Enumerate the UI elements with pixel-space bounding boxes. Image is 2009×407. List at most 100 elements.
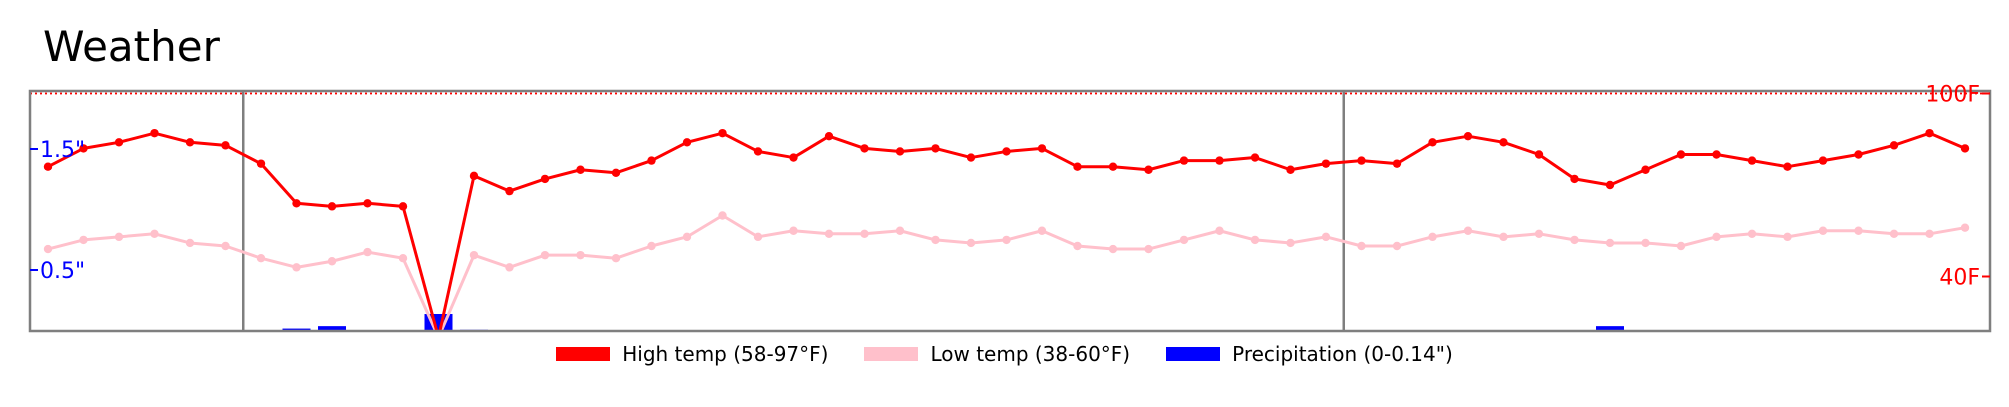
- low-temp-point: [185, 238, 195, 248]
- high-temp-point: [1534, 150, 1544, 159]
- high-temp-point: [1357, 156, 1366, 165]
- low-temp-point: [753, 232, 763, 242]
- low-temp-point: [43, 244, 53, 254]
- chart-legend: High temp (58-97°F) Low temp (38-60°F) P…: [0, 342, 2009, 366]
- high-temp-point: [1321, 159, 1331, 168]
- legend-swatch-low: [864, 347, 919, 361]
- low-temp-point: [1463, 226, 1473, 235]
- high-temp-point: [1108, 162, 1118, 171]
- low-temp-point: [1215, 226, 1224, 235]
- high-temp-point: [1641, 165, 1650, 174]
- low-temp-point: [1357, 241, 1366, 251]
- legend-item-low: Low temp (38-60°F): [864, 342, 1130, 366]
- high-temp-point: [79, 144, 88, 153]
- high-temp-point: [1144, 165, 1153, 174]
- high-temp-point: [327, 202, 337, 211]
- high-temp-point: [505, 186, 514, 196]
- high-temp-point: [1499, 138, 1508, 147]
- chart-title: Weather: [43, 22, 220, 71]
- high-temp-point: [860, 144, 869, 153]
- high-temp-point: [1854, 150, 1863, 159]
- high-temp-point: [185, 138, 195, 147]
- high-temp-point: [647, 156, 656, 165]
- low-temp-point: [718, 211, 727, 220]
- low-temp-point: [647, 241, 656, 251]
- low-temp-point: [256, 254, 266, 263]
- low-temp-point: [1144, 244, 1153, 254]
- low-temp-point: [576, 250, 585, 260]
- low-temp-point: [1073, 241, 1082, 251]
- high-temp-point: [576, 165, 585, 174]
- high-temp-point: [1925, 128, 1934, 138]
- high-temp-point: [682, 138, 692, 147]
- legend-label-low: Low temp (38-60°F): [930, 342, 1131, 366]
- high-temp-point: [150, 128, 159, 138]
- low-temp-point: [434, 333, 442, 341]
- high-temp-point: [1712, 150, 1721, 159]
- low-temp-point: [789, 226, 798, 235]
- high-temp-point: [1037, 144, 1047, 153]
- low-temp-point: [1889, 229, 1899, 238]
- low-temp-point: [221, 241, 230, 251]
- high-temp-point: [469, 171, 479, 181]
- low-temp-point: [1002, 235, 1011, 245]
- low-temp-point: [1747, 229, 1757, 238]
- high-temp-point: [966, 153, 976, 162]
- low-temp-point: [1570, 235, 1579, 245]
- high-temp-point: [895, 147, 905, 156]
- legend-item-precip: Precipitation (0-0.14"): [1166, 342, 1453, 366]
- high-temp-point: [1215, 156, 1224, 165]
- low-temp-point: [1641, 238, 1650, 248]
- high-temp-line: [47, 131, 1966, 331]
- low-temp-point: [1818, 226, 1828, 235]
- low-temp-point: [1037, 226, 1047, 235]
- low-temp-point: [966, 238, 976, 248]
- low-temp-point: [931, 235, 940, 245]
- precip-tick-label: 0.5": [40, 259, 85, 284]
- temp-tick-label: 100F: [1925, 83, 1980, 108]
- high-temp-point: [1002, 147, 1011, 156]
- low-temp-point: [114, 232, 124, 242]
- low-temp-point: [1925, 229, 1934, 238]
- low-temp-point: [1499, 232, 1508, 242]
- low-temp-point: [611, 254, 621, 263]
- low-temp-point: [505, 263, 514, 272]
- low-temp-point: [1428, 232, 1437, 242]
- legend-label-precip: Precipitation (0-0.14"): [1232, 342, 1453, 366]
- high-temp-point: [540, 174, 550, 184]
- low-temp-point: [1676, 241, 1686, 251]
- low-temp-point: [1534, 229, 1544, 238]
- low-temp-point: [1179, 235, 1189, 245]
- high-temp-point: [789, 153, 798, 162]
- precip-bar: [1596, 326, 1624, 331]
- high-temp-point: [43, 162, 53, 171]
- high-temp-point: [1250, 153, 1260, 162]
- low-temp-point: [363, 247, 372, 257]
- high-temp-point: [1605, 180, 1615, 190]
- low-temp-point: [895, 226, 905, 235]
- high-temp-point: [398, 202, 408, 211]
- high-temp-point: [221, 141, 230, 150]
- legend-swatch-high: [556, 347, 611, 361]
- low-temp-point: [1783, 232, 1792, 242]
- low-temp-point: [398, 254, 408, 263]
- low-temp-point: [540, 250, 550, 260]
- high-temp-point: [1889, 141, 1899, 150]
- high-temp-point: [1392, 159, 1402, 168]
- low-temp-point: [1712, 232, 1721, 242]
- high-temp-point: [611, 168, 621, 177]
- low-temp-point: [292, 263, 301, 272]
- high-temp-point: [718, 128, 727, 138]
- high-temp-point: [753, 147, 763, 156]
- high-temp-point: [1570, 174, 1579, 184]
- low-temp-point: [1250, 235, 1260, 245]
- legend-label-high: High temp (58-97°F): [622, 342, 829, 366]
- high-temp-point: [1818, 156, 1828, 165]
- precip-tick-label: 1.5": [40, 138, 85, 163]
- high-temp-point: [1286, 165, 1295, 174]
- high-temp-point: [363, 199, 372, 208]
- low-temp-point: [1960, 223, 1970, 232]
- low-temp-point: [469, 250, 479, 260]
- low-temp-point: [824, 229, 834, 238]
